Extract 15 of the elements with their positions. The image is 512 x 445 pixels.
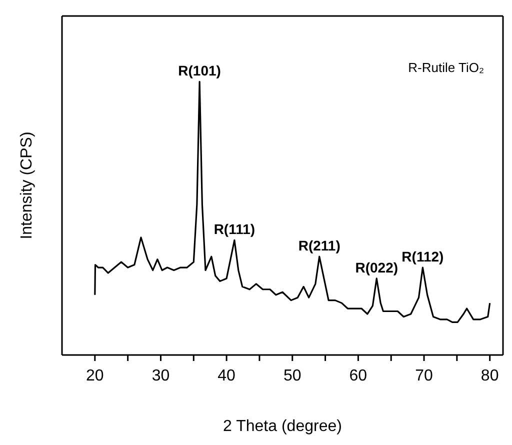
x-tick-label: 50 bbox=[283, 367, 302, 384]
annotation: R(112) bbox=[402, 248, 444, 265]
annotation: R(211) bbox=[298, 238, 340, 254]
x-tick-label: 20 bbox=[86, 367, 104, 384]
annotation: R(111) bbox=[214, 221, 256, 238]
x-tick-label: 30 bbox=[152, 367, 170, 384]
x-tick-label: 70 bbox=[415, 367, 434, 384]
x-tick-label: 80 bbox=[480, 367, 499, 384]
x-tick-label: 40 bbox=[218, 367, 236, 384]
annotation: R(022) bbox=[355, 259, 398, 276]
text: R-Rutile TiO₂ bbox=[408, 60, 484, 75]
x-axis-title: 2 Theta (degree) bbox=[223, 418, 342, 435]
y-axis-title: Intensity (CPS) bbox=[18, 132, 36, 240]
annotation: R(101) bbox=[178, 62, 221, 79]
x-tick-label: 60 bbox=[349, 367, 368, 384]
